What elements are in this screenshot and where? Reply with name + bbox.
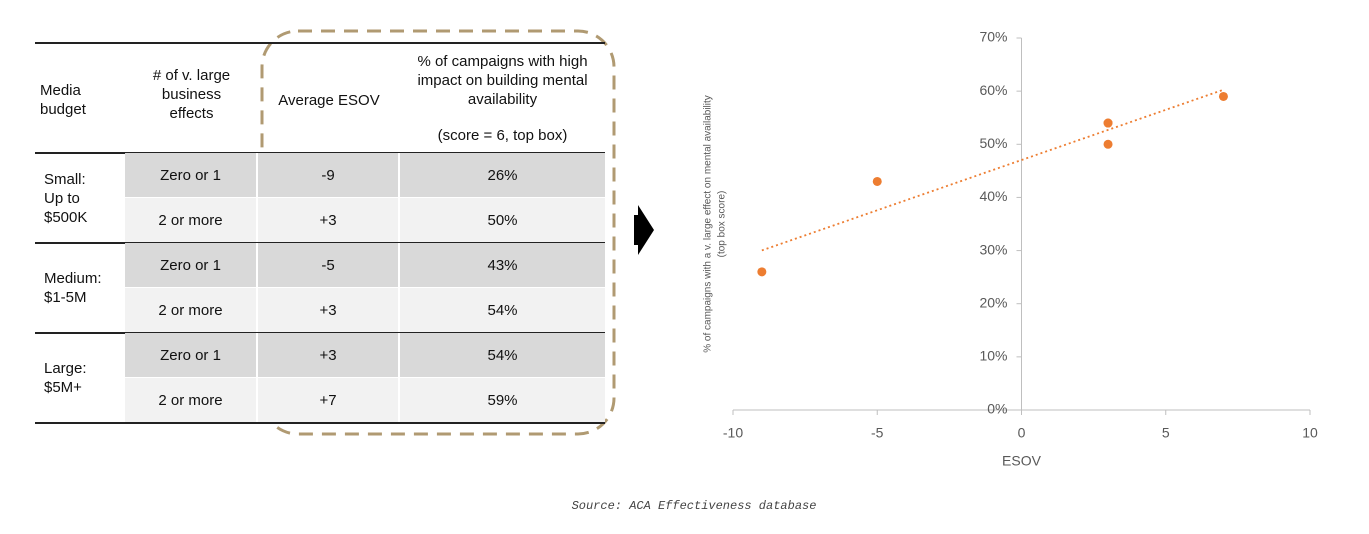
table-cell: -9 xyxy=(258,153,400,198)
budget-label: Medium: $1-5M xyxy=(35,243,125,333)
y-axis-label: % of campaigns with a v. large effect on… xyxy=(703,95,714,353)
scatter-point xyxy=(1103,139,1113,149)
y-tick-label: 20% xyxy=(979,294,1007,310)
table-cell: +3 xyxy=(258,288,400,333)
header-cell: Average ESOV xyxy=(278,92,380,109)
y-tick-label: 40% xyxy=(979,188,1007,204)
y-tick-label: 10% xyxy=(979,348,1007,364)
scatter-point xyxy=(872,176,882,186)
x-axis-label: ESOV xyxy=(1002,453,1042,469)
table-cell: +3 xyxy=(258,333,400,378)
table-rule xyxy=(35,42,605,44)
header-cell: % of campaigns with high impact on build… xyxy=(417,53,588,108)
table-cell: +7 xyxy=(258,378,400,423)
trendline xyxy=(761,88,1224,252)
budget-line: Large: xyxy=(44,360,87,377)
table-cell: Zero or 1 xyxy=(125,243,258,288)
y-tick-label: 60% xyxy=(979,82,1007,98)
table-rule xyxy=(35,422,605,424)
x-tick-label: 10 xyxy=(1302,425,1318,441)
table-cell: 2 or more xyxy=(125,288,258,333)
y-tick-label: 50% xyxy=(979,135,1007,151)
budget-label: Small: Up to $500K xyxy=(35,153,125,243)
table-cell: -5 xyxy=(258,243,400,288)
table-cell: +3 xyxy=(258,198,400,243)
y-tick-label: 70% xyxy=(979,29,1007,45)
table-cell: Zero or 1 xyxy=(125,333,258,378)
table-cell: Zero or 1 xyxy=(125,153,258,198)
source: Source: ACA Effectiveness database xyxy=(572,499,817,513)
table-cell: 26% xyxy=(400,153,605,198)
budget-line: $5M+ xyxy=(44,379,82,396)
x-tick-label: -10 xyxy=(723,425,743,441)
table-cell: 59% xyxy=(400,378,605,423)
scatter-point xyxy=(1103,118,1113,128)
table-cell: 43% xyxy=(400,243,605,288)
x-tick-label: 0 xyxy=(1018,425,1026,441)
y-axis-label: (top box score) xyxy=(717,191,728,258)
y-tick-label: 0% xyxy=(987,401,1007,417)
table-cell: 54% xyxy=(400,288,605,333)
table-cell: 50% xyxy=(400,198,605,243)
scatter-point xyxy=(757,267,767,277)
budget-line: $1-5M xyxy=(44,289,87,306)
table-cell: 2 or more xyxy=(125,198,258,243)
header-cell: Media budget xyxy=(40,81,86,118)
table-cell: 2 or more xyxy=(125,378,258,423)
budget-line: Small: xyxy=(44,170,86,188)
arrow xyxy=(634,205,654,255)
table-cell: 54% xyxy=(400,333,605,378)
header-cell: # of v. large business effects xyxy=(152,67,231,122)
budget-line: $500K xyxy=(44,208,88,226)
x-tick-label: -5 xyxy=(871,425,884,441)
header-note: (score = 6, top box) xyxy=(437,126,568,144)
budget-line: Up to xyxy=(44,189,80,207)
budget-label: Large: $5M+ xyxy=(35,333,125,423)
budget-line: Medium: xyxy=(44,270,102,287)
x-tick-label: 5 xyxy=(1162,425,1170,441)
scatter-point xyxy=(1218,91,1228,101)
y-tick-label: 30% xyxy=(979,241,1007,257)
